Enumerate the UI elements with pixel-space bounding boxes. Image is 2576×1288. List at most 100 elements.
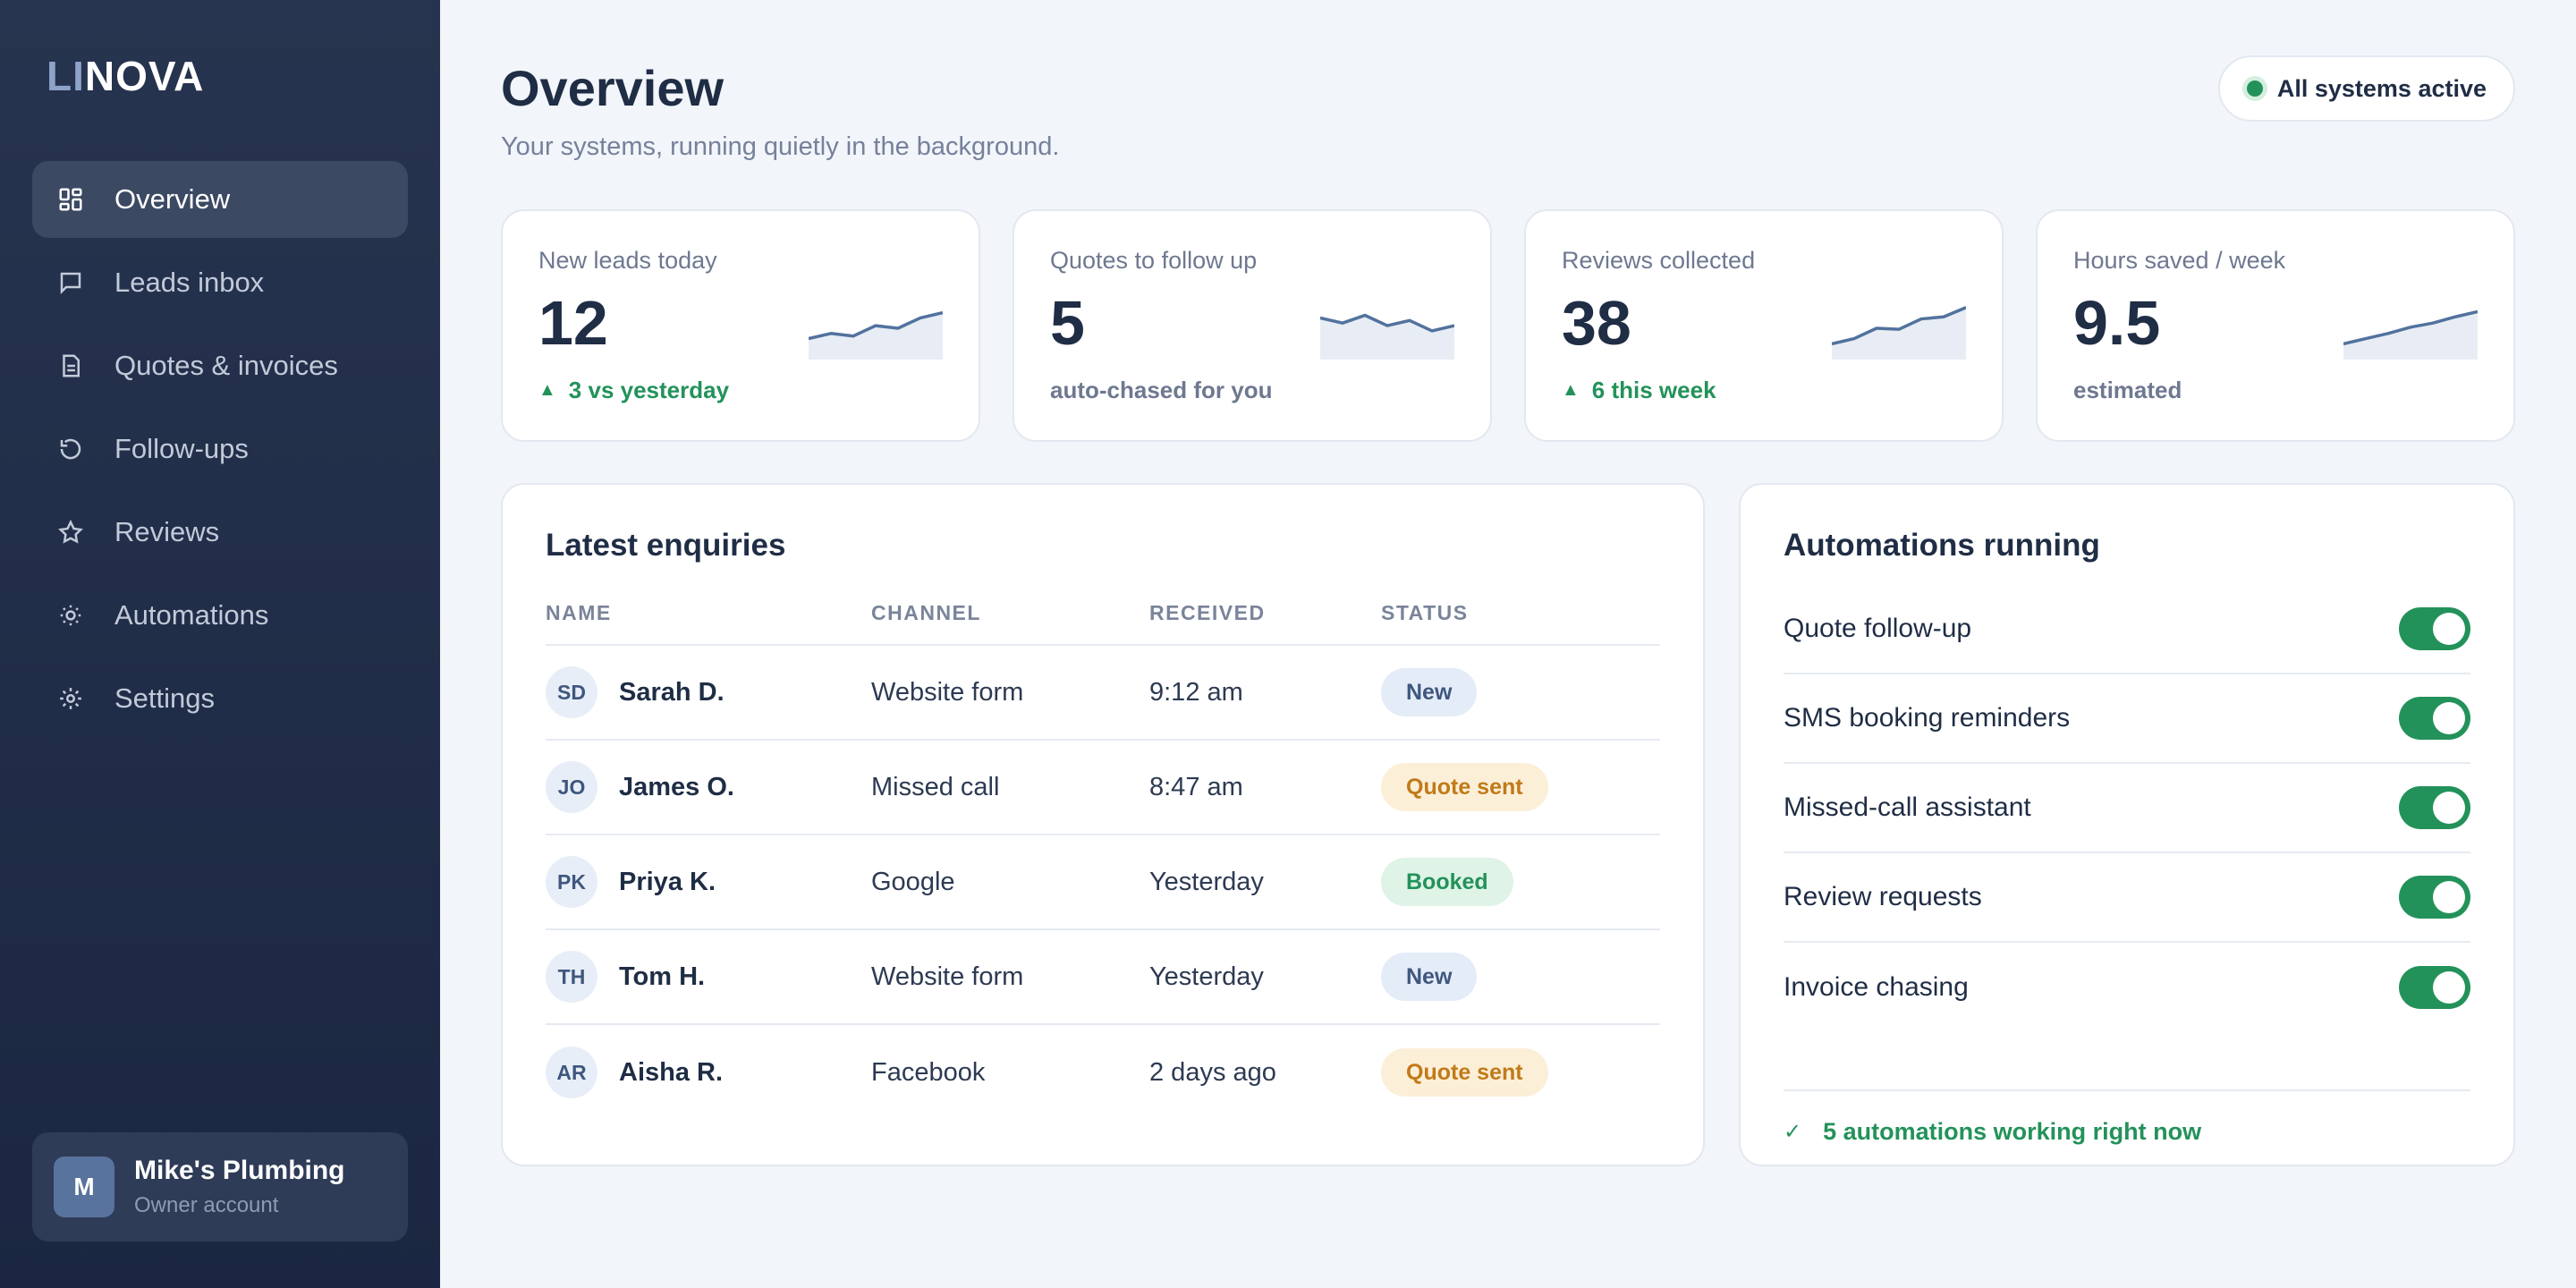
table-row[interactable]: SD Sarah D. Website form 9:12 am New xyxy=(546,646,1660,741)
page-title: Overview xyxy=(501,60,724,116)
grid-icon xyxy=(57,186,84,213)
automation-toggle[interactable] xyxy=(2399,697,2470,740)
stat-value: 12 xyxy=(538,288,608,358)
stat-footnote-text: 3 vs yesterday xyxy=(568,377,730,403)
automation-item: Missed-call assistant xyxy=(1784,764,2470,853)
stat-value: 5 xyxy=(1050,288,1085,358)
automation-toggle[interactable] xyxy=(2399,786,2470,829)
automation-toggle[interactable] xyxy=(2399,607,2470,650)
sparkline-line xyxy=(1320,313,1454,333)
arrow-up-icon: ▲ xyxy=(538,380,556,400)
stat-footnote: estimated xyxy=(2073,377,2478,404)
divider xyxy=(1784,1089,2470,1091)
sparkline-area xyxy=(809,312,943,360)
sidebar-item-label: Overview xyxy=(114,183,231,215)
card-title: Latest enquiries xyxy=(546,528,786,563)
automation-label: Missed-call assistant xyxy=(1784,792,2031,822)
sidebar-item-leads-inbox[interactable]: Leads inbox xyxy=(32,244,408,321)
sparkline-area xyxy=(1832,307,1966,360)
card-title: Automations running xyxy=(1784,528,2100,563)
avatar: AR xyxy=(546,1046,597,1098)
column-header-status[interactable]: STATUS xyxy=(1381,601,1469,624)
received-cell: Yesterday xyxy=(1149,867,1264,896)
sidebar-item-reviews[interactable]: Reviews xyxy=(32,494,408,571)
received-cell: Yesterday xyxy=(1149,962,1264,991)
status-badge: New xyxy=(1381,953,1478,1001)
stat-card-reviews[interactable]: Reviews collected 38 ▲ 6 this week xyxy=(1524,209,2004,442)
sidebar-item-overview[interactable]: Overview xyxy=(32,161,408,238)
sparkline-line xyxy=(809,310,943,341)
channel-cell: Facebook xyxy=(871,1057,986,1087)
channel-cell: Website form xyxy=(871,962,1024,991)
sidebar-item-automations[interactable]: Automations xyxy=(32,577,408,654)
contact-name: Sarah D. xyxy=(619,677,724,707)
received-cell: 9:12 am xyxy=(1149,677,1243,707)
status-badge: Booked xyxy=(1381,858,1513,906)
contact-name: James O. xyxy=(619,772,734,801)
status-badge: Quote sent xyxy=(1381,1048,1548,1097)
sparkline-area xyxy=(2343,311,2478,360)
stat-footnote: ▲ 6 this week xyxy=(1562,377,1966,404)
enquiries-table: NAME CHANNEL RECEIVED STATUS SD Sarah D. … xyxy=(546,601,1660,1120)
received-cell: 8:47 am xyxy=(1149,772,1243,801)
stat-label: New leads today xyxy=(538,247,717,274)
automation-item: Review requests xyxy=(1784,853,2470,943)
main-content: Overview Your systems, running quietly i… xyxy=(440,0,2576,1288)
stat-value: 38 xyxy=(1562,288,1631,358)
automations-summary: ✓ 5 automations working right now xyxy=(1784,1118,2470,1146)
received-cell: 2 days ago xyxy=(1149,1057,1276,1087)
check-icon: ✓ xyxy=(1784,1120,1802,1144)
status-badge: Quote sent xyxy=(1381,763,1548,811)
column-header-name[interactable]: NAME xyxy=(546,601,612,624)
automation-label: Quote follow-up xyxy=(1784,614,1972,643)
table-row[interactable]: AR Aisha R. Facebook 2 days ago Quote sen… xyxy=(546,1025,1660,1120)
stat-card-hours-saved[interactable]: Hours saved / week 9.5 estimated xyxy=(2036,209,2515,442)
avatar: TH xyxy=(546,951,597,1003)
automation-label: SMS booking reminders xyxy=(1784,703,2071,733)
channel-cell: Missed call xyxy=(871,772,1000,801)
avatar: M xyxy=(54,1157,114,1217)
sun-icon xyxy=(57,602,84,629)
automation-label: Invoice chasing xyxy=(1784,972,1969,1002)
sidebar-item-settings[interactable]: Settings xyxy=(32,660,408,737)
status-badge: New xyxy=(1381,668,1478,716)
sparkline-line xyxy=(2343,309,2478,346)
avatar: PK xyxy=(546,856,597,908)
star-icon xyxy=(57,519,84,546)
automation-item: SMS booking reminders xyxy=(1784,674,2470,764)
page-subtitle: Your systems, running quietly in the bac… xyxy=(501,132,1060,161)
account-role: Owner account xyxy=(134,1193,279,1217)
column-header-channel[interactable]: CHANNEL xyxy=(871,601,981,624)
account-switcher[interactable]: M Mike's Plumbing Owner account xyxy=(32,1132,408,1241)
stat-card-new-leads[interactable]: New leads today 12 ▲ 3 vs yesterday xyxy=(501,209,980,442)
automations-card: Automations running Quote follow-up SMS … xyxy=(1739,483,2515,1166)
automations-list: Quote follow-up SMS booking reminders Mi… xyxy=(1784,585,2470,1032)
table-row[interactable]: TH Tom H. Website form Yesterday New xyxy=(546,930,1660,1025)
system-status-badge[interactable]: All systems active xyxy=(2217,55,2515,122)
column-header-received[interactable]: RECEIVED xyxy=(1149,601,1266,624)
automations-summary-text: 5 automations working right now xyxy=(1823,1118,2202,1145)
stat-label: Hours saved / week xyxy=(2073,247,2286,274)
sidebar-item-follow-ups[interactable]: Follow-ups xyxy=(32,411,408,487)
logo-prefix: LI xyxy=(47,53,85,99)
sidebar-nav: Overview Leads inbox Quotes & invoices F… xyxy=(32,161,408,743)
status-dot-icon xyxy=(2246,80,2263,97)
sidebar-item-quotes-invoices[interactable]: Quotes & invoices xyxy=(32,327,408,404)
table-row[interactable]: JO James O. Missed call 8:47 am Quote sen… xyxy=(546,741,1660,835)
avatar: SD xyxy=(546,666,597,718)
stat-footnote: auto-chased for you xyxy=(1050,377,1454,404)
stat-card-quotes-follow-up[interactable]: Quotes to follow up 5 auto-chased for yo… xyxy=(1013,209,1492,442)
automation-toggle[interactable] xyxy=(2399,966,2470,1009)
sidebar-item-label: Reviews xyxy=(114,516,220,547)
brand-logo[interactable]: LINOVA xyxy=(47,52,204,100)
sidebar-item-label: Settings xyxy=(114,682,216,714)
avatar: JO xyxy=(546,761,597,813)
table-row[interactable]: PK Priya K. Google Yesterday Booked xyxy=(546,835,1660,930)
automation-toggle[interactable] xyxy=(2399,876,2470,919)
gear-icon xyxy=(57,685,84,712)
sidebar-item-label: Leads inbox xyxy=(114,267,265,298)
automation-item: Quote follow-up xyxy=(1784,585,2470,674)
contact-name: Priya K. xyxy=(619,867,716,896)
sparkline xyxy=(1320,313,1454,360)
arrow-up-icon: ▲ xyxy=(1562,380,1580,400)
